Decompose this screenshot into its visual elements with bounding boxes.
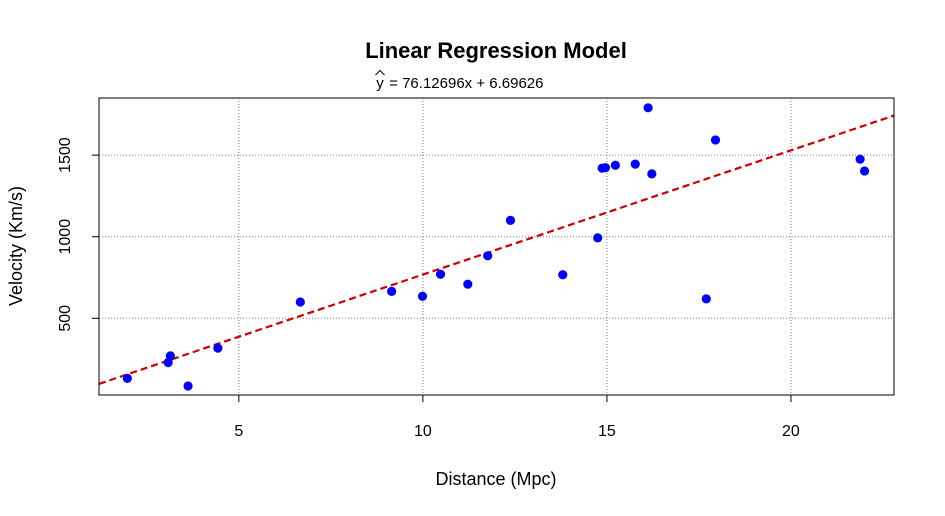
data-point [701,294,711,304]
plot-frame [98,97,895,396]
equation-yhat: y [376,75,384,92]
data-point [387,286,397,296]
data-point [295,297,305,307]
x-tick-label: 20 [782,423,800,440]
data-point [600,163,611,173]
y-tick-label: 1500 [57,137,74,173]
data-point [463,279,473,289]
data-point [558,270,568,280]
data-point [183,381,193,391]
x-axis-label: Distance (Mpc) [435,469,556,489]
regression-line [98,114,895,385]
chart-title: Linear Regression Model [365,38,627,63]
data-point [593,233,603,243]
y-tick-label: 500 [57,305,74,332]
data-point [710,135,721,145]
data-point [122,373,132,383]
x-tick-label: 10 [414,423,432,440]
equation-text: = 76.12696x + 6.69626 [385,75,543,92]
x-tick-label: 15 [598,423,616,440]
hat-icon [375,69,385,76]
data-point [859,166,870,176]
x-axis: 5 10 15 20 [234,395,800,440]
data-points [122,103,870,391]
data-point [505,215,516,225]
y-axis: 500 1000 1500 [57,137,99,332]
data-point [213,343,223,353]
data-point [417,291,428,301]
y-tick-label: 1000 [57,219,74,255]
grid-lines [99,98,894,395]
regression-equation: y = 76.12696x + 6.69626 [375,69,543,92]
data-point [630,159,640,169]
y-axis-label: Velocity (Km/s) [6,186,26,306]
regression-line-group [98,114,895,385]
data-point [610,160,620,170]
data-point [643,103,653,113]
data-point [165,351,176,361]
data-point [647,169,657,179]
data-point [855,154,865,164]
data-point [483,251,493,261]
data-point [435,269,446,279]
x-tick-label: 5 [234,423,243,440]
